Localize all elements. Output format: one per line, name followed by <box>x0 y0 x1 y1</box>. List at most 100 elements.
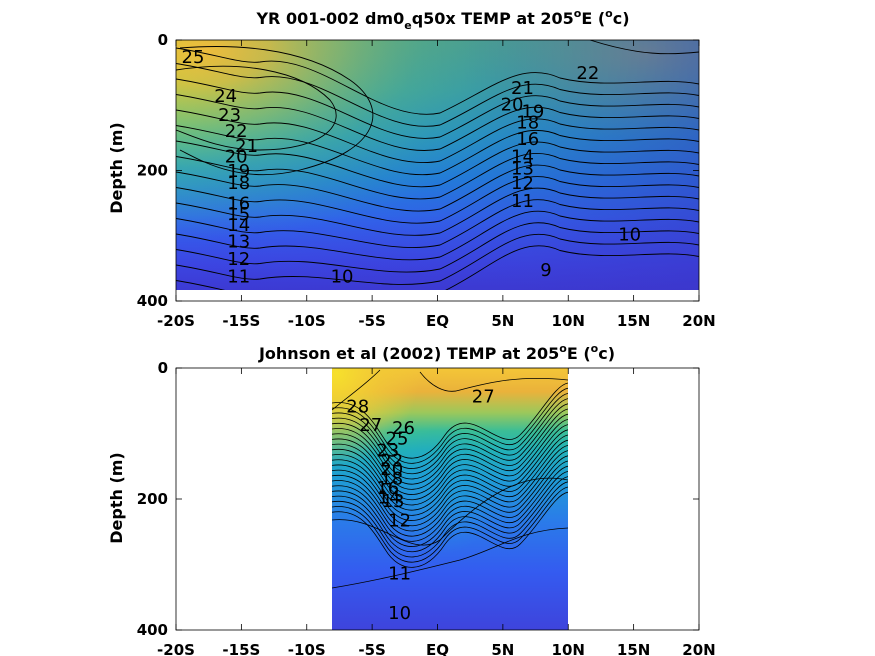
top-isotherm <box>176 65 337 151</box>
observed-temperature-panel: Johnson et al (2002) TEMP at 205oE (oc) … <box>107 342 716 656</box>
top-contour-label: 23 <box>218 105 241 126</box>
bottom-contour-label: 10 <box>388 603 411 624</box>
top-isotherm <box>176 140 699 188</box>
bottom-x-tick-label: -15S <box>222 641 260 656</box>
top-contour-label: 10 <box>618 224 641 245</box>
top-contour-label: 25 <box>182 47 205 68</box>
bottom-x-tick-label: -20S <box>157 641 195 656</box>
top-chart-title: YR 001-002 dm0eq50x TEMP at 205oE (oc) <box>255 7 629 32</box>
bottom-contour-label: 28 <box>346 397 369 418</box>
top-isotherm <box>179 46 374 176</box>
bottom-contour-label: 25 <box>386 429 409 450</box>
bottom-isotherm <box>332 434 568 511</box>
bottom-isotherm <box>332 393 568 469</box>
top-contour-label: 9 <box>540 260 551 281</box>
top-contour-label: 21 <box>235 136 258 157</box>
top-y-tick-label: 400 <box>137 292 168 310</box>
top-x-tick-label: -10S <box>288 312 326 330</box>
top-contour-label: 16 <box>516 129 539 150</box>
top-x-tick-label: -5S <box>358 312 385 330</box>
bottom-isotherm <box>332 491 568 568</box>
top-isotherm <box>176 47 699 115</box>
bottom-contour-label: 12 <box>388 511 411 532</box>
top-contour-label: 22 <box>225 121 248 142</box>
bottom-y-tick-label: 0 <box>158 359 168 377</box>
bottom-axis-ticks: -20S -15S -10S -5S EQ 5N 10N 15N 20N 0 200 400 <box>137 359 716 656</box>
top-x-tick-label: 10N <box>552 312 585 330</box>
bottom-x-tick-label: -5S <box>358 641 385 656</box>
top-x-tick-label: 5N <box>491 312 514 330</box>
top-contour-label: 10 <box>331 267 354 288</box>
bottom-x-tick-label: 5N <box>491 641 514 656</box>
bottom-isotherm <box>332 481 568 558</box>
bottom-isotherm <box>332 476 568 553</box>
top-isotherm <box>176 245 699 290</box>
top-contour-label: 15 <box>227 204 250 225</box>
top-contour-label: 19 <box>521 102 544 123</box>
top-temperature-field <box>176 40 699 290</box>
model-temperature-panel: YR 001-002 dm0eq50x TEMP at 205oE (oc) D… <box>107 7 716 330</box>
top-isotherm <box>176 187 699 236</box>
bottom-contour-label: 14 <box>378 488 401 509</box>
bottom-contour-label: 11 <box>388 564 411 585</box>
top-y-tick-label: 200 <box>137 162 168 180</box>
top-isotherm <box>176 109 699 163</box>
top-contour-label: 24 <box>214 86 237 107</box>
top-contour-label: 18 <box>516 113 539 134</box>
top-isotherm <box>176 63 699 127</box>
bottom-x-tick-label: 10N <box>552 641 585 656</box>
top-x-tick-label: EQ <box>426 312 449 330</box>
top-contour-label: 12 <box>227 249 250 270</box>
top-contour-label: 16 <box>227 194 250 215</box>
bottom-chart-title: Johnson et al (2002) TEMP at 205oE (oc) <box>258 342 615 363</box>
top-contour-label: 14 <box>511 147 534 168</box>
bottom-isotherm <box>332 460 568 537</box>
bottom-contour-label: 26 <box>392 418 415 439</box>
bottom-contour-lines <box>332 369 568 589</box>
top-y-tick-label: 0 <box>158 31 168 49</box>
top-contour-label: 14 <box>227 215 250 236</box>
bottom-temperature-field <box>332 368 568 630</box>
bottom-contour-label: 18 <box>380 469 403 490</box>
bottom-isotherm <box>332 455 568 532</box>
top-x-tick-label: 15N <box>617 312 650 330</box>
top-contour-label: 13 <box>227 231 250 252</box>
bottom-isotherm <box>332 439 568 516</box>
bottom-isotherm <box>332 527 568 589</box>
top-contour-label: 13 <box>511 158 534 179</box>
top-x-tick-label: -15S <box>222 312 260 330</box>
top-isotherm <box>176 94 699 151</box>
top-isotherm <box>176 125 699 175</box>
top-y-axis-label: Depth (m) <box>107 122 126 214</box>
top-isotherm <box>176 78 699 139</box>
bottom-x-tick-label: 15N <box>617 641 650 656</box>
top-contour-label: 20 <box>225 147 248 168</box>
bottom-y-axis-label: Depth (m) <box>107 452 126 544</box>
bottom-isotherm <box>332 398 568 475</box>
bottom-x-tick-label: -10S <box>288 641 326 656</box>
bottom-isotherm <box>332 445 568 521</box>
bottom-contour-label: 27 <box>472 387 495 408</box>
top-isotherm <box>176 176 699 224</box>
bottom-isotherm <box>332 465 568 542</box>
top-contour-label: 11 <box>227 267 250 288</box>
top-axis-ticks: -20S -15S -10S -5S EQ 5N 10N 15N 20N 0 200 400 <box>137 31 716 330</box>
top-contour-label: 20 <box>501 94 524 115</box>
bottom-y-tick-label: 400 <box>137 621 168 639</box>
bottom-contour-label: 23 <box>376 440 399 461</box>
bottom-isotherm <box>332 403 568 480</box>
top-contour-label: 12 <box>511 173 534 194</box>
top-contour-lines <box>176 40 699 290</box>
bottom-isotherm <box>332 382 568 459</box>
top-isotherm <box>176 222 699 273</box>
top-contour-label: 19 <box>227 161 250 182</box>
top-isotherm <box>176 210 699 261</box>
top-contour-label: 11 <box>511 191 534 212</box>
bottom-isotherm <box>332 408 568 485</box>
bottom-isotherm <box>332 486 568 563</box>
top-contour-label: 21 <box>511 78 534 99</box>
bottom-contour-label: 16 <box>376 478 399 499</box>
